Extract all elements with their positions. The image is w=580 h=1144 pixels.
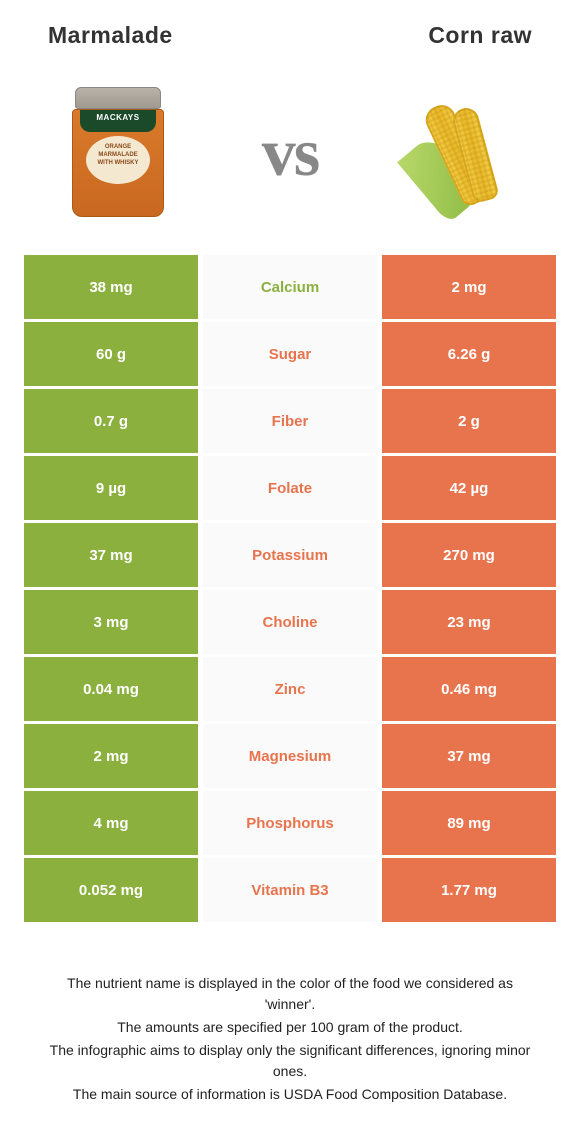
left-value-cell: 60 g [24,322,203,386]
left-value-cell: 0.04 mg [24,657,203,721]
nutrient-name-cell: Potassium [203,523,377,587]
left-value-cell: 0.052 mg [24,858,203,922]
table-row: 60 gSugar6.26 g [24,322,556,386]
right-food-title: Corn raw [428,22,532,49]
footer-line-4: The main source of information is USDA F… [40,1084,540,1105]
left-value-cell: 9 µg [24,456,203,520]
right-value-cell: 37 mg [377,724,556,788]
left-value-cell: 3 mg [24,590,203,654]
table-row: 37 mgPotassium270 mg [24,523,556,587]
nutrient-name-cell: Sugar [203,322,377,386]
right-value-cell: 6.26 g [377,322,556,386]
table-row: 38 mgCalcium2 mg [24,255,556,319]
marmalade-image: MACKAYS ORANGE MARMALADE WITH WHISKY [48,77,188,227]
nutrient-name-cell: Fiber [203,389,377,453]
nutrient-name-cell: Calcium [203,255,377,319]
table-row: 0.7 gFiber2 g [24,389,556,453]
nutrient-name-cell: Folate [203,456,377,520]
footer-line-3: The infographic aims to display only the… [40,1040,540,1082]
table-row: 3 mgCholine23 mg [24,590,556,654]
footer-line-2: The amounts are specified per 100 gram o… [40,1017,540,1038]
left-value-cell: 4 mg [24,791,203,855]
nutrient-name-cell: Zinc [203,657,377,721]
right-value-cell: 89 mg [377,791,556,855]
right-value-cell: 2 g [377,389,556,453]
left-value-cell: 2 mg [24,724,203,788]
table-row: 0.04 mgZinc0.46 mg [24,657,556,721]
nutrient-name-cell: Choline [203,590,377,654]
left-value-cell: 37 mg [24,523,203,587]
right-value-cell: 270 mg [377,523,556,587]
right-value-cell: 42 µg [377,456,556,520]
left-value-cell: 0.7 g [24,389,203,453]
header-row: Marmalade Corn raw [0,0,580,59]
nutrient-name-cell: Vitamin B3 [203,858,377,922]
footer-line-1: The nutrient name is displayed in the co… [40,973,540,1015]
nutrient-name-cell: Magnesium [203,724,377,788]
vs-text: vs [262,113,318,192]
left-food-title: Marmalade [48,22,173,49]
jar-label: ORANGE MARMALADE WITH WHISKY [86,136,150,184]
table-row: 0.052 mgVitamin B31.77 mg [24,858,556,922]
table-row: 4 mgPhosphorus89 mg [24,791,556,855]
jar-icon: MACKAYS ORANGE MARMALADE WITH WHISKY [72,87,164,217]
jar-brand: MACKAYS [80,110,156,132]
images-row: MACKAYS ORANGE MARMALADE WITH WHISKY vs [0,59,580,255]
right-value-cell: 23 mg [377,590,556,654]
corn-icon [392,92,532,212]
right-value-cell: 2 mg [377,255,556,319]
footer-text: The nutrient name is displayed in the co… [0,925,580,1127]
nutrient-name-cell: Phosphorus [203,791,377,855]
right-value-cell: 1.77 mg [377,858,556,922]
corn-image [392,77,532,227]
table-row: 9 µgFolate42 µg [24,456,556,520]
table-row: 2 mgMagnesium37 mg [24,724,556,788]
left-value-cell: 38 mg [24,255,203,319]
comparison-table: 38 mgCalcium2 mg60 gSugar6.26 g0.7 gFibe… [0,255,580,922]
right-value-cell: 0.46 mg [377,657,556,721]
